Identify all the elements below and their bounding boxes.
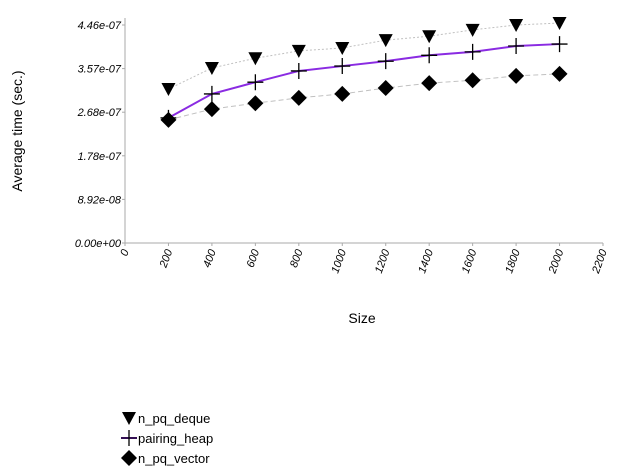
point-marker [508,67,525,84]
point-marker [421,75,438,92]
point-marker [247,95,264,112]
series-line [167,43,560,119]
series-n_pq_vector [160,65,568,128]
x-tick-label: 2200 [590,247,610,276]
x-tick-label: 800 [288,247,306,269]
x-tick-label: 0 [118,247,132,258]
x-tick-label: 200 [157,247,175,270]
y-tick-label: 4.46e-07 [78,20,122,32]
x-tick-label: 1400 [416,247,436,275]
point-marker [421,47,438,64]
point-marker [290,62,307,79]
point-marker [161,83,176,97]
y-tick-label: 8.92e-08 [78,194,122,206]
point-marker [160,111,177,128]
point-marker [334,58,351,75]
point-marker [204,62,219,76]
point-marker [464,72,481,89]
x-axis-label: Size [348,310,375,326]
point-marker [464,43,481,60]
y-tick-label: 2.68e-07 [77,107,122,119]
y-axis-label: Average time (sec.) [9,70,25,191]
x-tick-label: 2000 [546,247,566,276]
x-tick-label: 1800 [503,247,523,275]
y-tick-label: 1.78e-07 [78,151,122,163]
legend-label: n_pq_deque [138,411,210,426]
point-marker [121,450,137,466]
point-marker [377,80,394,97]
series-n_pq_deque [161,17,567,97]
point-marker [121,430,137,446]
legend-item: n_pq_deque [122,411,210,426]
point-marker [335,41,350,55]
legend-item: n_pq_vector [121,450,210,466]
x-tick-label: 600 [245,247,263,269]
point-marker [377,53,394,70]
point-marker [334,85,351,102]
point-marker [551,65,568,82]
point-marker [290,89,307,106]
legend-label: pairing_heap [138,431,213,446]
x-tick-label: 1200 [373,247,393,275]
x-tick-label: 400 [201,247,219,269]
point-marker [465,23,480,37]
point-marker [247,74,264,91]
point-marker [203,101,220,118]
point-marker [422,30,437,44]
point-marker [551,36,568,53]
series-line [168,22,560,90]
point-marker [291,44,306,58]
y-tick-label: 3.57e-07 [78,64,122,76]
legend-item: pairing_heap [121,430,213,446]
legend-label: n_pq_vector [138,451,210,466]
series-line [168,73,560,121]
point-marker [552,17,567,31]
point-marker [203,85,220,102]
x-tick-label: 1600 [460,247,480,275]
point-marker [378,34,393,48]
point-marker [508,38,525,55]
point-marker [509,19,524,32]
series-pairing_heap [160,36,568,126]
point-marker [122,412,136,425]
x-tick-label: 1000 [329,247,349,275]
point-marker [248,52,263,66]
y-tick-label: 0.00e+00 [75,238,122,250]
